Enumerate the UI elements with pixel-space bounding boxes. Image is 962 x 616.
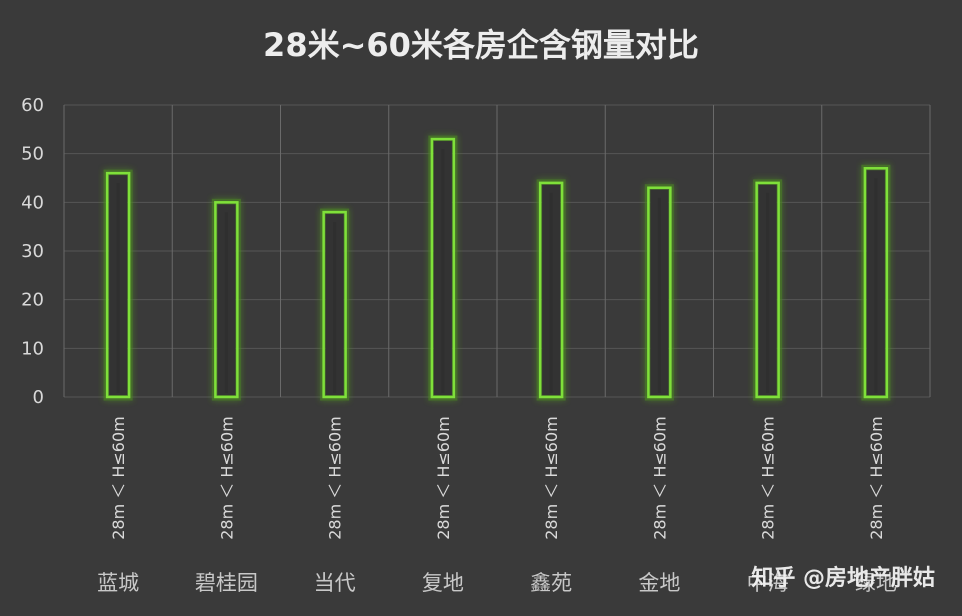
y-tick-label: 40	[21, 192, 44, 213]
x-category-label: 蓝城	[97, 571, 139, 595]
y-tick-label: 30	[21, 241, 44, 262]
x-sub-category-label: 28m ＜ H≤60m	[650, 416, 669, 540]
bar-outline	[755, 181, 780, 399]
x-sub-category-label: 28m ＜ H≤60m	[542, 416, 561, 540]
y-tick-label: 60	[21, 95, 44, 116]
x-sub-category-label: 28m ＜ H≤60m	[109, 416, 128, 540]
bar	[536, 179, 566, 401]
x-category-label: 碧桂园	[195, 571, 258, 595]
x-sub-category-label: 28m ＜ H≤60m	[326, 416, 345, 540]
bar-outline	[538, 181, 564, 399]
x-sub-category-label: 28m ＜ H≤60m	[434, 416, 453, 540]
x-axis-labels: 28m ＜ H≤60m 蓝城 28m ＜ H≤60m 碧桂园 28m ＜ H≤60m 当代…	[97, 416, 897, 595]
grid	[63, 104, 931, 398]
bar-outline	[430, 137, 456, 399]
x-sub-category-label: 28m ＜ H≤60m	[867, 416, 886, 540]
bar	[753, 179, 783, 401]
y-tick-label: 0	[33, 387, 44, 408]
x-category-label: 复地	[422, 571, 464, 595]
x-category-label: 绿地	[855, 571, 897, 595]
bar-outline	[322, 210, 347, 399]
bar	[428, 135, 458, 401]
bar	[861, 164, 891, 401]
bar	[103, 169, 133, 401]
y-tick-label: 50	[21, 144, 44, 165]
x-category-label: 中海	[747, 571, 789, 595]
x-category-label: 当代	[314, 571, 356, 595]
watermark-text: 知乎 @房地产胖姑	[751, 565, 935, 591]
x-sub-category-label: 28m ＜ H≤60m	[217, 416, 236, 540]
chart-title: 28米~60米各房企含钢量对比	[263, 26, 699, 64]
x-category-label: 金地	[638, 571, 680, 595]
bars	[103, 135, 891, 401]
bar-outline	[214, 201, 239, 399]
y-tick-label: 20	[21, 290, 44, 311]
bar-outline	[863, 167, 889, 399]
y-axis-ticks: 0 10 20 30 40 50 60	[21, 95, 44, 408]
bar	[644, 184, 674, 401]
y-tick-label: 10	[21, 338, 44, 359]
bar-outline	[647, 186, 672, 399]
x-sub-category-label: 28m ＜ H≤60m	[759, 416, 778, 540]
bar	[211, 198, 241, 401]
bar-outline	[105, 171, 131, 399]
x-category-label: 鑫苑	[530, 571, 572, 595]
bar	[320, 208, 350, 401]
